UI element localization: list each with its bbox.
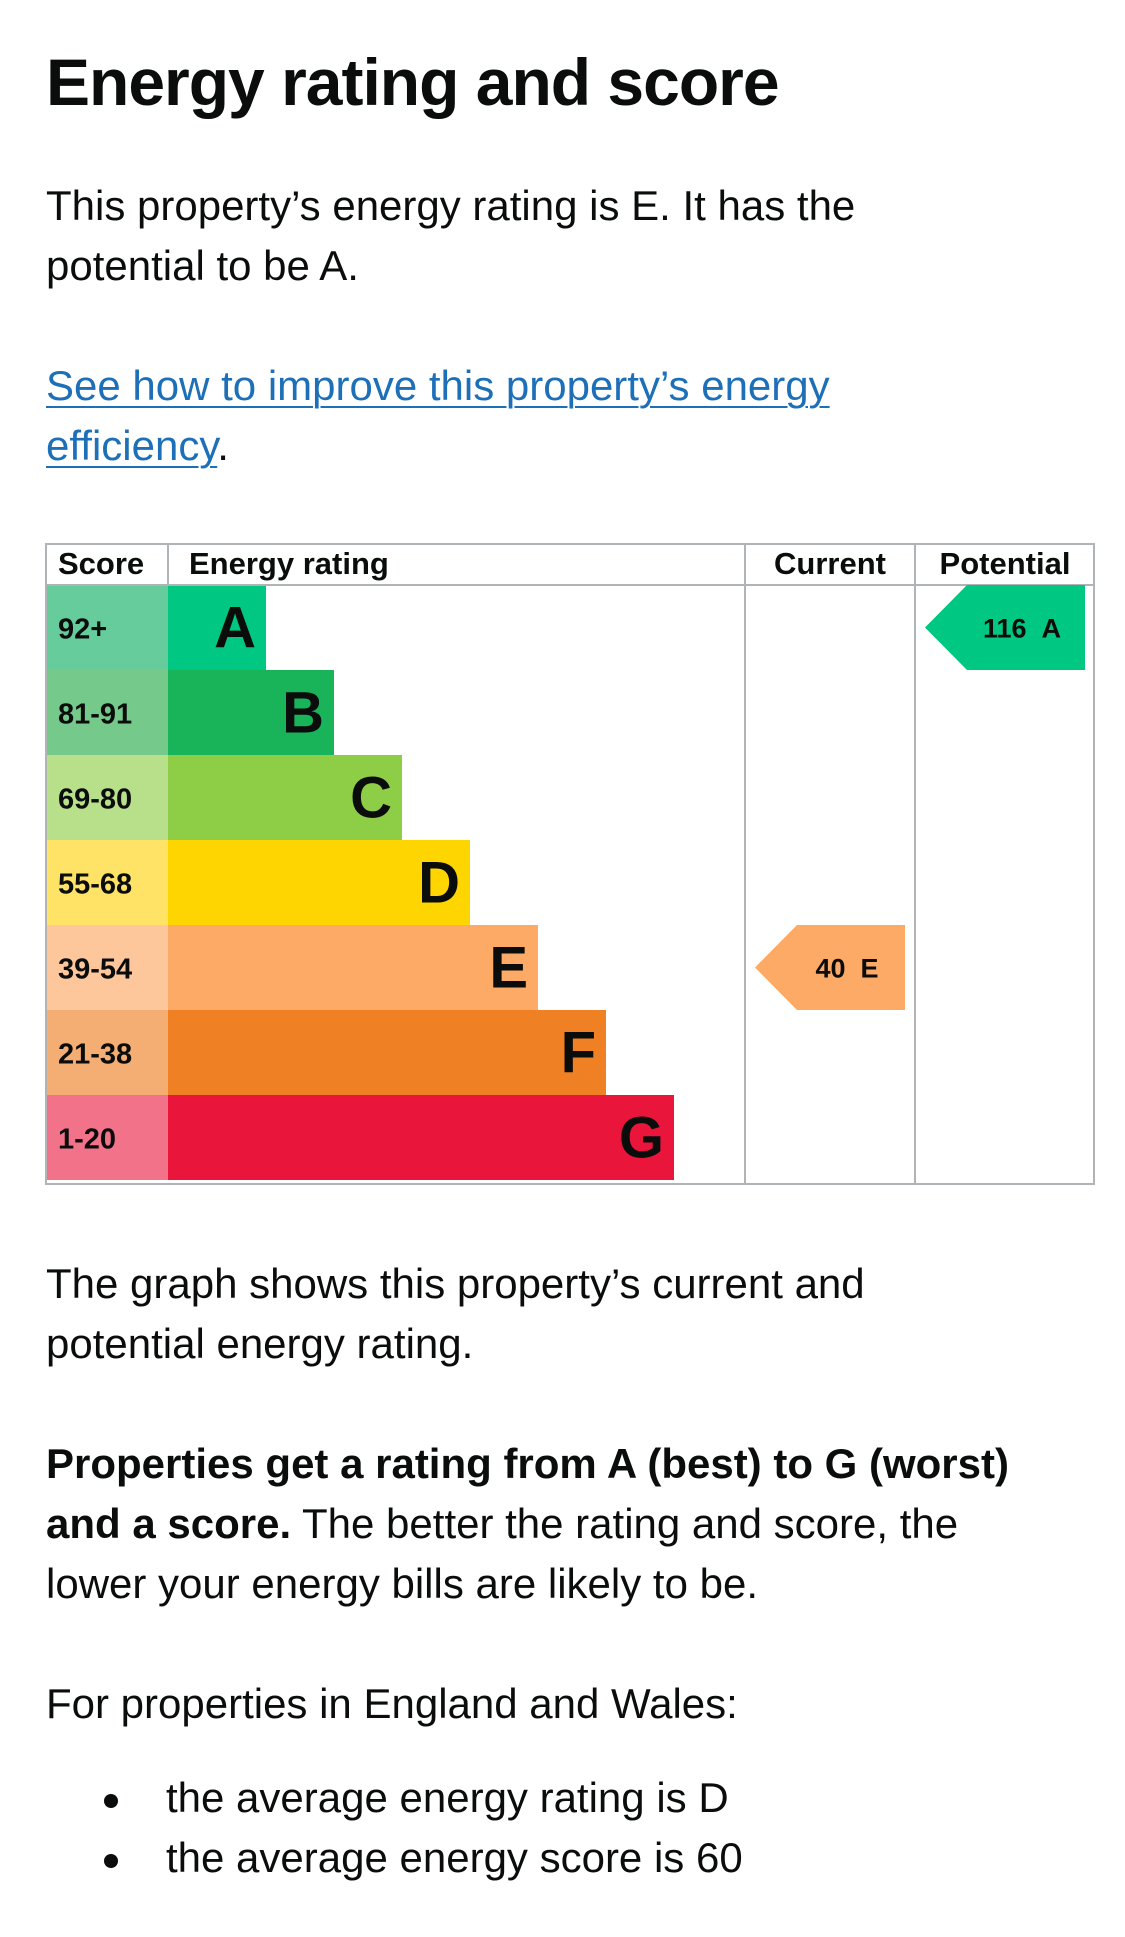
score-range-cell-a	[45, 585, 168, 670]
score-range-cell-b	[45, 670, 168, 755]
rating-letter-f: F	[561, 1021, 596, 1086]
rating-letter-e: E	[489, 936, 528, 1001]
rating-letter-d: D	[418, 851, 460, 916]
potential-rating-arrow	[925, 585, 1085, 670]
improve-link-suffix: .	[217, 422, 229, 469]
england-wales-intro: For properties in England and Wales:	[46, 1680, 738, 1727]
score-range-cell-f	[45, 1010, 168, 1095]
header-potential: Potential	[940, 546, 1071, 581]
rating-bar-f	[168, 1010, 606, 1095]
score-range-label-a: 92+	[58, 614, 107, 646]
score-range-cell-g	[45, 1095, 168, 1180]
chart-headers: Score Energy rating Current Potential	[58, 546, 1070, 581]
rating-scale-description: Properties get a rating from A (best) to…	[46, 1434, 1046, 1614]
header-score: Score	[58, 546, 144, 581]
rating-letter-b: B	[282, 681, 324, 746]
improve-efficiency-link[interactable]: See how to improve this property’s energ…	[46, 362, 830, 469]
rating-bar-d	[168, 840, 470, 925]
rating-letter-a: A	[214, 596, 256, 661]
rating-letter-g: G	[619, 1106, 664, 1171]
score-range-label-f: 21-38	[58, 1039, 132, 1071]
rating-intro: This property’s energy rating is E. It h…	[46, 182, 856, 289]
current-rating-arrow-label: 40 E	[815, 954, 878, 984]
improve-paragraph: See how to improve this property’s energ…	[46, 356, 1006, 476]
rating-bands: 92+ A 81-91 B 69-80 C 55-68 D 39-54 E 21-38 F 1-20 G	[45, 585, 674, 1180]
rating-bar-a	[168, 585, 266, 670]
score-range-label-c: 69-80	[58, 784, 132, 816]
score-range-label-b: 81-91	[58, 699, 132, 731]
list-item-average-score: the average energy score is 60	[104, 1828, 743, 1888]
rating-bar-c	[168, 755, 402, 840]
rating-arrows: 40 E 116 A	[755, 585, 1085, 1010]
score-range-label-g: 1-20	[58, 1124, 116, 1156]
page-title: Energy rating and score	[46, 45, 780, 119]
score-range-label-d: 55-68	[58, 869, 132, 901]
score-range-label-e: 39-54	[58, 954, 132, 986]
potential-rating-arrow-label: 116 A	[983, 614, 1061, 644]
header-current: Current	[774, 546, 886, 581]
rating-bar-e	[168, 925, 538, 1010]
list-item-average-rating: the average energy rating is D	[104, 1768, 743, 1828]
header-rating: Energy rating	[189, 546, 389, 581]
score-range-cell-e	[45, 925, 168, 1010]
score-range-cell-d	[45, 840, 168, 925]
chart-border	[45, 543, 1095, 1185]
rating-bar-b	[168, 670, 334, 755]
chart-grid	[45, 543, 1095, 1185]
energy-rating-chart: 92+ A81-91 B69-80 C55-68 D39-54 E21-38 F1-20 G …	[45, 543, 1095, 1185]
score-range-cell-c	[45, 755, 168, 840]
rating-letter-c: C	[350, 766, 392, 831]
rating-scale-bold: Properties get a rating from A (best) to…	[46, 1440, 1009, 1547]
averages-list: the average energy rating is D the avera…	[46, 1768, 743, 1888]
graph-description: The graph shows this property’s current …	[46, 1260, 865, 1367]
current-rating-arrow	[755, 925, 905, 1010]
rating-scale-rest: The better the rating and score, the low…	[46, 1500, 959, 1607]
rating-bar-g	[168, 1095, 674, 1180]
